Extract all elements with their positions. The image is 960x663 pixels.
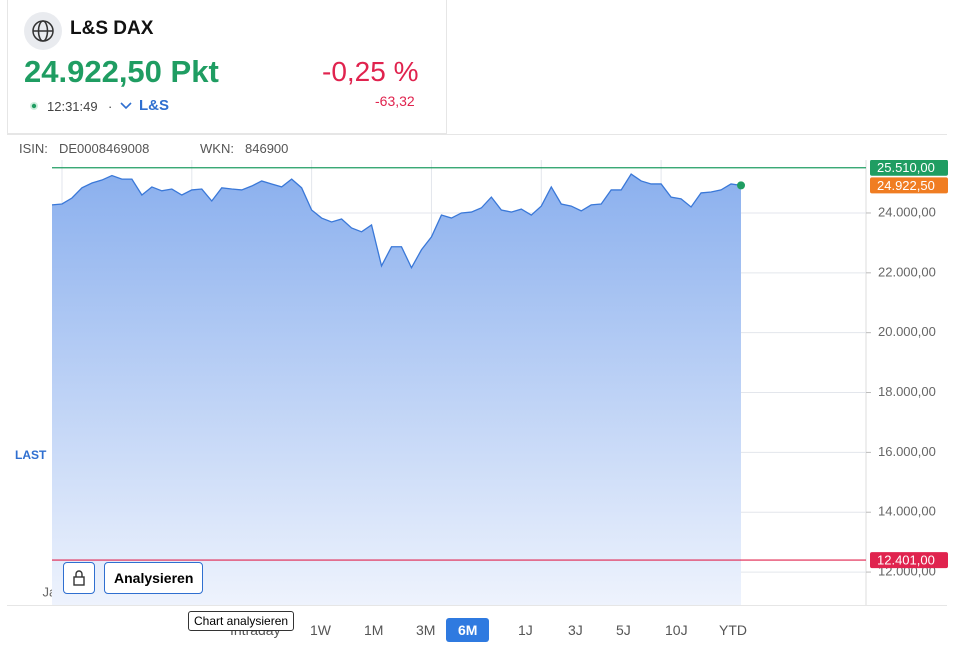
wkn-label: WKN: <box>200 141 234 156</box>
isin: DE0008469008 <box>59 141 150 156</box>
range-button[interactable]: YTD <box>719 622 747 638</box>
last-point <box>737 181 745 190</box>
isin-label: ISIN: <box>19 141 48 156</box>
y-tick-label: 20.000,00 <box>878 324 936 339</box>
price: 24.922,50 Pkt <box>24 54 219 89</box>
price-tag-label: 12.401,00 <box>877 553 935 568</box>
time: 12:31:49 <box>47 99 98 114</box>
y-tick-label: 22.000,00 <box>878 264 936 279</box>
range-button[interactable]: 1W <box>310 622 331 638</box>
source[interactable]: L&S <box>139 97 169 114</box>
lock-button[interactable] <box>63 562 95 594</box>
range-bar <box>7 605 947 654</box>
price-tag <box>870 552 948 569</box>
mode[interactable]: LAST <box>15 448 47 462</box>
range-button[interactable]: 5J <box>616 622 631 638</box>
separator: · <box>108 99 113 114</box>
quote-card <box>7 0 447 134</box>
title: L&S DAX <box>70 18 154 39</box>
y-tick-label: 24.000,00 <box>878 204 936 219</box>
range-button[interactable]: 1M <box>364 622 384 638</box>
price-tag <box>870 160 948 176</box>
line <box>51 173 742 270</box>
chart: 12.000,0014.000,0016.000,0018.000,0020.0… <box>42 160 948 605</box>
change-abs: -63,32 <box>375 93 415 109</box>
price-tag <box>870 177 948 194</box>
chevron <box>120 102 132 110</box>
identifier-row: ISIN: DE0008469008 WKN: 846900 <box>7 134 947 161</box>
area <box>52 174 741 605</box>
lock-icon <box>73 570 85 586</box>
globe-icon <box>24 12 62 50</box>
change-pct: -0,25 % <box>322 56 419 87</box>
globe <box>32 20 54 42</box>
price-tag-label: 24.922,50 <box>877 178 935 193</box>
wkn: 846900 <box>245 141 289 156</box>
analyze-button[interactable]: Analysieren <box>104 562 204 594</box>
range-button[interactable]: 6M <box>446 618 490 642</box>
range-button[interactable]: 3J <box>568 622 583 638</box>
tooltip: Chart analysieren <box>188 611 295 631</box>
range-button[interactable]: 1J <box>518 622 533 638</box>
y-tick-label: 18.000,00 <box>878 384 936 399</box>
live-dot <box>30 102 38 110</box>
y-tick-label: 16.000,00 <box>878 444 936 459</box>
y-tick-label: 14.000,00 <box>878 504 936 519</box>
price-tag-label: 25.510,00 <box>877 160 935 175</box>
range-button[interactable]: 3M <box>416 622 436 638</box>
range-button[interactable]: 10J <box>665 622 688 638</box>
